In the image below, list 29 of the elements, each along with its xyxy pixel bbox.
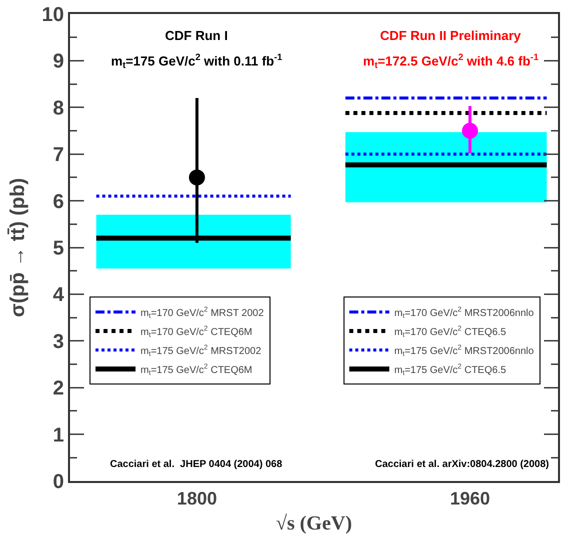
legend-label: m$_{t}$=175 GeV/c$^{2}$ CTEQ6M [140,364,252,378]
y-tick-label: 7 [52,144,64,166]
y-tick-label: 3 [52,330,64,353]
x-tick-label: 1960 [450,488,490,509]
annotation: m$_{t}$=175 GeV/c$^{2}$ with 0.11 fb$^{-1}$ [111,52,282,70]
y-tick-label: 0 [52,471,64,493]
legend-label: m$_{t}$=175 GeV/c$^{2}$ CTEQ6.5 [394,364,506,378]
annotation: Cacciari et al. arXiv:0804.2800 (2008) [375,459,550,470]
y-axis-title: σ(pp̄ → tt̄) (pb) [6,178,29,318]
legend-label: m$_{t}$=170 GeV/c$^{2}$ CTEQ6.5 [394,326,506,340]
y-tick-label: 4 [52,284,65,306]
annotation: CDF Run II Preliminary [380,28,522,43]
legend-label: m$_{t}$=170 GeV/c$^{2}$ MRST 2002 [140,306,264,320]
y-tick-label: 2 [52,378,64,400]
x-tick-label: 1800 [176,488,217,509]
x-axis-title: √s (GeV) [276,512,352,535]
y-tick-label: 9 [52,50,64,73]
legend-label: m$_{t}$=175 GeV/c$^{2}$ MRST2002 [140,344,262,358]
annotation: m$_{t}$=172.5 GeV/c$^{2}$ with 4.6 fb$^{-1}$ [363,52,539,70]
annotation: CDF Run I [165,28,228,43]
y-tick-label: 10 [42,4,64,26]
annotation: Cacciari et al. JHEP 0404 (2004) 068 [110,459,283,470]
y-tick-label: 6 [52,190,64,213]
legend-label: m$_{t}$=170 GeV/c$^{2}$ MRST2006nnlo [394,306,534,320]
y-tick-label: 1 [52,424,64,446]
legend-label: m$_{t}$=175 GeV/c$^{2}$ MRST2006nnlo [394,344,534,358]
y-tick-label: 5 [52,238,64,260]
legend-label: m$_{t}$=170 GeV/c$^{2}$ CTEQ6M [140,326,252,340]
y-tick-label: 8 [52,97,64,120]
